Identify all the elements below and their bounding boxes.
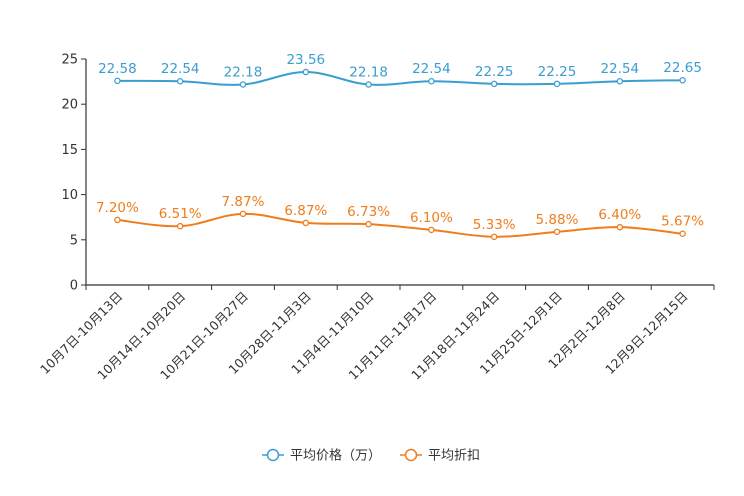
data-label: 6.10% xyxy=(410,210,453,226)
legend-item-1[interactable]: 平均价格（万） xyxy=(262,448,381,464)
data-label: 6.73% xyxy=(347,204,390,220)
data-point[interactable] xyxy=(176,77,184,85)
data-label: 23.56 xyxy=(286,52,325,68)
data-label: 22.58 xyxy=(98,61,137,77)
data-point[interactable] xyxy=(428,77,435,85)
series-line xyxy=(117,212,683,238)
series-line xyxy=(117,71,683,86)
data-label: 22.65 xyxy=(663,60,702,76)
series-layer: 22.58 22.54 22.18 23.56 22.18 22.54 22.25 22.25… xyxy=(96,52,704,241)
data-label: 22.54 xyxy=(600,61,639,77)
data-label: 6.87% xyxy=(284,203,327,219)
data-point[interactable] xyxy=(302,219,310,227)
data-point[interactable] xyxy=(239,210,247,218)
y-axis: 0 5 10 15 20 25 xyxy=(61,53,87,294)
data-label: 22.25 xyxy=(538,64,577,80)
data-point[interactable] xyxy=(114,77,121,85)
data-point[interactable] xyxy=(490,233,498,241)
data-label: 22.18 xyxy=(224,64,263,80)
legend-marker xyxy=(266,448,280,462)
legend-label: 平均价格（万） xyxy=(290,448,381,464)
data-point[interactable] xyxy=(365,220,372,228)
data-label: 6.40% xyxy=(598,207,641,223)
legend-item-2[interactable]: 平均折扣 xyxy=(400,449,480,464)
data-label: 6.51% xyxy=(159,206,202,222)
data-label: 7.20% xyxy=(96,200,139,216)
y-tick-label: 10 xyxy=(61,188,78,203)
legend[interactable]: 平均价格（万） 平均折扣 xyxy=(262,448,480,464)
data-point[interactable] xyxy=(114,216,121,224)
data-point[interactable] xyxy=(302,68,310,76)
y-tick-label: 15 xyxy=(61,143,78,158)
series-1: 22.58 22.54 22.18 23.56 22.18 22.54 22.25 22.25… xyxy=(98,52,702,88)
data-point[interactable] xyxy=(176,222,184,230)
data-point[interactable] xyxy=(616,223,624,231)
legend-label: 平均折扣 xyxy=(428,449,480,464)
x-axis: 10月7日-10月13日10月14日-10月20日10月21日-10月27日10… xyxy=(37,284,715,383)
data-point[interactable] xyxy=(679,76,686,84)
legend-marker xyxy=(404,448,418,462)
y-tick-label: 5 xyxy=(70,233,78,248)
data-point[interactable] xyxy=(365,81,372,88)
data-label: 22.25 xyxy=(475,64,514,80)
data-point[interactable] xyxy=(490,80,498,88)
data-point[interactable] xyxy=(553,80,561,88)
data-label: 5.67% xyxy=(661,214,704,230)
data-label: 5.88% xyxy=(536,212,579,228)
y-tick-label: 0 xyxy=(70,279,78,294)
y-tick-label: 20 xyxy=(61,98,78,113)
data-label: 22.18 xyxy=(349,64,388,80)
data-point[interactable] xyxy=(616,77,624,85)
data-label: 22.54 xyxy=(412,61,451,77)
y-tick-label: 25 xyxy=(61,53,78,68)
data-point[interactable] xyxy=(428,226,435,234)
data-label: 22.54 xyxy=(161,61,200,77)
data-point[interactable] xyxy=(679,230,686,237)
data-label: 5.33% xyxy=(473,217,516,233)
data-point[interactable] xyxy=(553,228,561,236)
data-point[interactable] xyxy=(239,81,247,88)
data-label: 7.87% xyxy=(222,194,265,210)
series-2: 7.20% 6.51% 7.87% 6.87% 6.73% 6.10% 5.33% 5.88%… xyxy=(96,194,704,241)
